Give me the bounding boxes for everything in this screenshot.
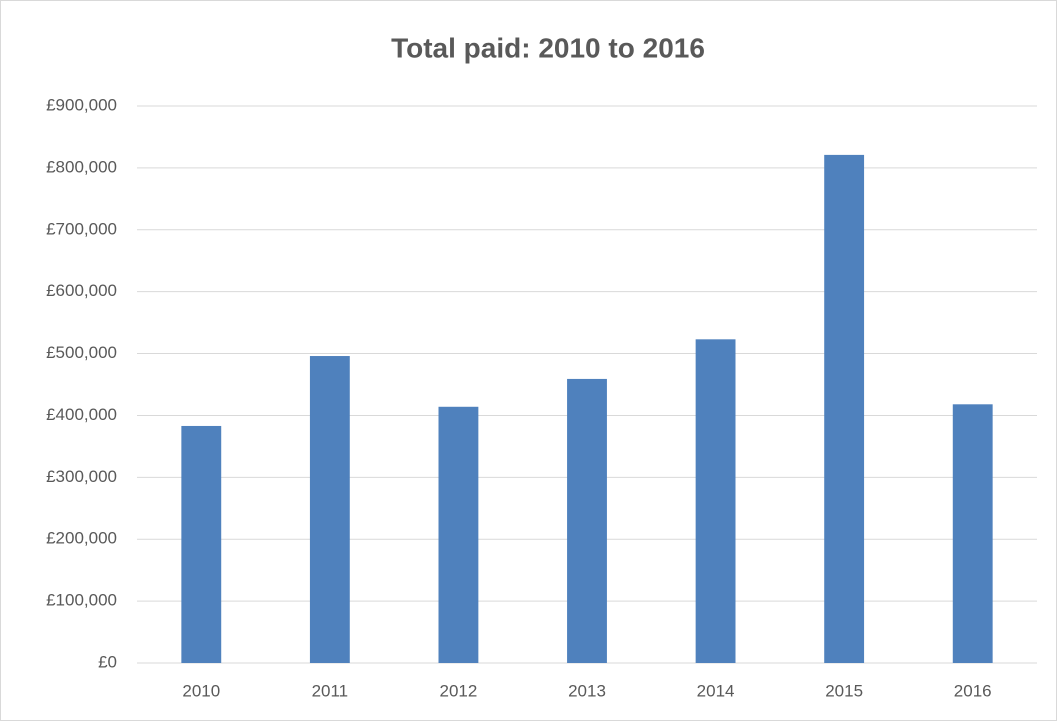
y-tick-label: £800,000 [46,157,117,176]
x-tick-label: 2011 [312,681,349,700]
x-tick-label: 2010 [182,681,220,700]
y-tick-label: £100,000 [46,591,117,610]
y-tick-label: £300,000 [46,467,117,486]
y-tick-label: £200,000 [46,529,117,548]
x-tick-label: 2013 [568,681,606,700]
y-tick-label: £600,000 [46,281,117,300]
bar [309,356,350,663]
bar [695,339,736,663]
x-tick-label: 2016 [954,681,992,700]
bar [567,378,607,663]
bar [952,404,993,663]
x-tick-label: 2015 [825,681,863,700]
bar [824,154,865,664]
chart-title: Total paid: 2010 to 2016 [391,32,705,63]
y-tick-label: £0 [98,652,117,671]
x-tick-label: 2012 [440,681,478,700]
y-tick-label: £400,000 [46,405,117,424]
bar [181,425,222,663]
y-tick-label: £500,000 [46,343,117,362]
y-tick-label: £700,000 [46,219,117,238]
x-tick-label: 2014 [697,681,735,700]
bar [438,406,479,663]
y-tick-label: £900,000 [46,95,117,114]
